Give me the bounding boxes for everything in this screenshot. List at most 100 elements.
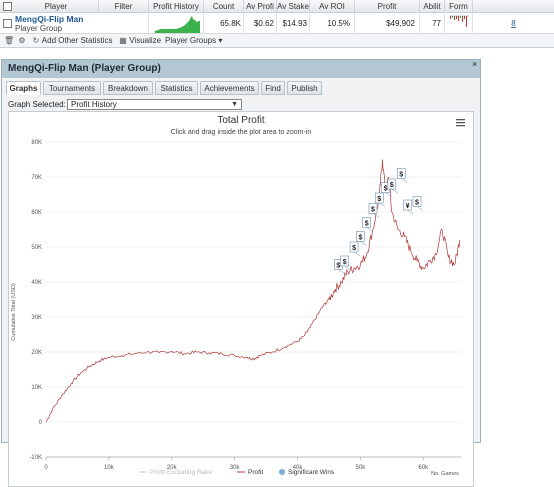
significant-win-marker: $ (356, 231, 367, 246)
win-marker-box (349, 241, 359, 253)
win-marker-box (403, 199, 412, 211)
tab-breakdown[interactable]: Breakdown (103, 81, 153, 95)
chart-subtitle: Click and drag inside the plot area to z… (171, 129, 312, 136)
x-axis-ticks: 0 10k 20k 30k 40k 50k 60k (44, 465, 429, 471)
col-header-av-stake[interactable]: Av Stake (277, 0, 310, 13)
x-tick-label: 30k (230, 465, 241, 471)
profit-chart[interactable]: Total Profit Click and drag inside the p… (9, 112, 473, 486)
select-all-checkbox[interactable] (3, 2, 12, 11)
chart-grid (45, 141, 461, 460)
legend-label: Significant Wins (288, 469, 335, 476)
significant-win-marker: $ (387, 178, 398, 194)
tab-statistics[interactable]: Statistics (155, 81, 198, 95)
form-cell (445, 13, 473, 34)
graph-select[interactable]: Profit History ▼ (67, 99, 242, 110)
player-name-link[interactable]: MengQi-Flip Man (15, 14, 84, 24)
tab-tournaments[interactable]: Tournaments (43, 81, 101, 95)
profit-line (45, 159, 461, 423)
win-marker-label: $ (365, 221, 369, 228)
win-marker-box (340, 255, 349, 267)
col-header-extra (473, 0, 554, 13)
table-toolbar: 🗑 ⚙ ↻ Add Other Statistics ▦ Visualize P… (0, 34, 554, 48)
y-tick-label: -10K (29, 455, 42, 461)
win-marker-pointer (391, 188, 398, 194)
win-marker-label: $ (371, 207, 375, 214)
win-marker-pointer (416, 206, 424, 211)
delete-icon[interactable]: 🗑 (4, 36, 15, 45)
tab-publish[interactable]: Publish (287, 81, 322, 95)
visualize-button[interactable]: ▦ Visualize (119, 34, 161, 48)
win-marker-pointer (344, 265, 351, 271)
chart-title: Total Profit (217, 115, 264, 126)
win-marker-label: $ (336, 263, 340, 270)
hamburger-menu-icon[interactable] (456, 119, 465, 127)
legend-label: Profit Excluding Rake (150, 469, 213, 476)
chart-container[interactable]: Total Profit Click and drag inside the p… (8, 111, 474, 487)
significant-win-marker: $ (362, 217, 373, 232)
significant-win-marker: $ (349, 241, 361, 257)
win-marker-label: $ (377, 196, 381, 203)
legend-item-profit-excluding-rake: Profit Excluding Rake (139, 469, 213, 476)
row-checkbox[interactable] (3, 19, 12, 28)
col-header-ability[interactable]: Abilit (420, 0, 445, 13)
y-tick-label: 30K (31, 315, 42, 321)
count-cell: 65.8K (204, 13, 244, 34)
col-header-form[interactable]: Form (445, 0, 473, 13)
add-other-statistics-button[interactable]: ↻ Add Other Statistics (32, 34, 113, 48)
win-marker-label: $ (390, 182, 394, 189)
win-marker-pointer (379, 202, 386, 208)
player-groups-dropdown[interactable]: Player Groups ▾ (165, 34, 222, 48)
x-tick-label: 60k (418, 465, 429, 471)
y-tick-label: 10K (31, 385, 42, 391)
col-header-count[interactable]: Count (204, 0, 244, 13)
col-header-av-profit[interactable]: Av Profi (244, 0, 277, 13)
table-header: Player Filter Profit History Count Av Pr… (0, 0, 554, 13)
x-tick-label: 10k (104, 465, 115, 471)
significant-wins-markers: $ $$$$$$$ $$¥ $ (334, 168, 424, 274)
significant-win-marker: $ (396, 168, 408, 183)
y-tick-label: 50K (31, 245, 42, 251)
win-marker-pointer (338, 269, 345, 274)
profit-history-sparkline (149, 13, 204, 34)
chart-series (45, 159, 461, 423)
y-tick-label: 0 (39, 420, 43, 426)
ability-cell: 77 (420, 13, 445, 34)
legend-item-profit: Profit (237, 469, 263, 476)
caret-down-icon: ▾ (218, 36, 223, 45)
tab-find[interactable]: Find (261, 81, 285, 95)
win-marker-box (396, 168, 406, 179)
player-table: Player Filter Profit History Count Av Pr… (0, 0, 554, 48)
col-header-player[interactable]: Player (14, 0, 99, 13)
y-tick-label: 60K (31, 210, 42, 216)
win-marker-box (356, 231, 365, 242)
col-header-filter[interactable]: Filter (99, 0, 149, 13)
filter-cell (99, 13, 149, 34)
close-icon[interactable]: × (472, 59, 478, 69)
win-marker-box (412, 196, 422, 207)
tab-achievements[interactable]: Achievements (200, 81, 259, 95)
win-marker-pointer (401, 178, 408, 183)
y-axis-ticks: -10K 0 10K 20K 30K 40K 50K 60K 70K 80K (29, 140, 42, 461)
win-marker-pointer (372, 213, 380, 218)
win-marker-pointer (353, 251, 361, 257)
legend-swatch (279, 469, 285, 475)
settings-icon[interactable]: ⚙ (18, 36, 26, 45)
window-title: MengQi-Flip Man (Player Group) (2, 60, 480, 78)
graph-select-value: Profit History (71, 100, 117, 109)
significant-win-marker: $ (374, 192, 386, 208)
tab-graphs[interactable]: Graphs (6, 81, 41, 95)
y-axis-label: Cumulative Total (USD) (11, 283, 17, 341)
x-tick-label: 50k (356, 465, 367, 471)
legend-label: Profit (248, 469, 263, 476)
x-tick-label: 0 (44, 465, 48, 471)
detail-link[interactable]: 8 (511, 19, 516, 28)
av-roi-cell: 10.5% (310, 13, 355, 34)
refresh-icon: ↻ (32, 36, 40, 45)
col-header-av-roi[interactable]: Av ROI (310, 0, 355, 13)
win-marker-label: $ (352, 245, 356, 252)
col-header-profit-history[interactable]: Profit History (149, 0, 204, 13)
win-marker-box (368, 203, 378, 214)
col-header-profit[interactable]: Profit (355, 0, 420, 13)
table-row[interactable]: MengQi-Flip Man Player Group 65.8K $0.62… (0, 13, 554, 34)
y-tick-label: 80K (31, 140, 42, 146)
